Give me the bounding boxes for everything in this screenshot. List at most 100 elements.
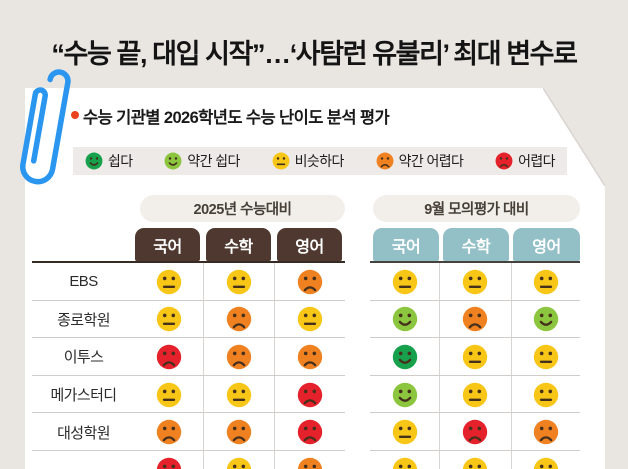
difficulty-cell — [274, 344, 345, 370]
difficulty-legend: 쉽다 약간 쉽다 비슷하다 약간 어렵다 어렵다 — [73, 147, 567, 175]
column-divider — [203, 263, 204, 469]
face-slightly_hard-icon — [533, 419, 558, 445]
legend-label: 약간 어렵다 — [398, 153, 464, 169]
face-hard-icon — [297, 382, 322, 407]
face-hard-icon — [462, 419, 488, 445]
column-divider — [439, 263, 440, 469]
difficulty-cell — [274, 457, 345, 469]
face-similar-icon — [392, 419, 417, 445]
face-slightly_easy-icon — [392, 307, 417, 332]
difficulty-cell — [439, 382, 511, 408]
institution-label: 대성학원 — [57, 424, 110, 442]
difficulty-cell — [203, 269, 274, 295]
face-slightly_easy-icon — [164, 152, 182, 170]
infographic-subtitle: 수능 기관별 2026학년도 수능 난이도 분석 평가 — [83, 109, 390, 127]
paperclip-icon — [20, 69, 71, 185]
difficulty-cell — [439, 269, 511, 295]
legend-label: 비슷하다 — [294, 153, 345, 169]
difficulty-cell — [370, 419, 439, 445]
table-row: 메가스터디 — [32, 376, 580, 414]
table-row — [32, 451, 580, 469]
face-slightly_hard-icon — [297, 457, 322, 469]
legend-item: 약간 쉽다 — [164, 151, 240, 171]
face-easy-icon — [85, 152, 103, 170]
legend-item: 쉽다 — [85, 151, 133, 171]
face-slightly_hard-icon — [297, 269, 322, 294]
face-hard-icon — [156, 344, 182, 370]
difficulty-cell — [511, 382, 580, 408]
face-similar-icon — [533, 269, 558, 294]
difficulty-cell — [274, 382, 345, 408]
face-similar-icon — [272, 152, 290, 170]
folded-corner — [543, 88, 605, 186]
institution-label: EBS — [69, 273, 98, 291]
difficulty-cell — [511, 306, 580, 332]
face-similar-icon — [533, 344, 558, 370]
face-similar-icon — [462, 269, 488, 294]
difficulty-cell — [439, 457, 511, 469]
face-hard-icon — [297, 419, 322, 445]
column-tab-english-vs2025: 영어 — [277, 228, 342, 261]
face-similar-icon — [156, 382, 182, 407]
legend-item: 약간 어렵다 — [376, 151, 464, 171]
difficulty-cell — [274, 269, 345, 295]
legend-label: 어렵다 — [518, 153, 555, 169]
face-slightly_hard-icon — [226, 307, 251, 332]
face-slightly_hard-icon — [226, 419, 251, 445]
difficulty-cell — [135, 306, 203, 332]
difficulty-cell — [511, 269, 580, 295]
difficulty-cell — [203, 457, 274, 469]
difficulty-cell — [203, 419, 274, 445]
bullet-icon — [71, 111, 79, 119]
legend-item: 비슷하다 — [272, 151, 344, 171]
difficulty-cell — [203, 306, 274, 332]
legend-label: 쉽다 — [108, 153, 133, 169]
face-similar-icon — [462, 344, 488, 370]
difficulty-cell — [370, 382, 439, 408]
face-similar-icon — [533, 457, 558, 469]
group-header-2025-csat: 2025년 수능대비 — [140, 195, 345, 222]
header-rule-right — [370, 260, 580, 263]
face-similar-icon — [462, 457, 488, 469]
paper-card: 수능 기관별 2026학년도 수능 난이도 분석 평가 쉽다 약간 쉽다 비슷하다 약… — [20, 69, 605, 469]
legend-label: 약간 쉽다 — [187, 153, 240, 169]
difficulty-cell — [135, 457, 203, 469]
difficulty-cell — [135, 382, 203, 408]
institution-label: 메가스터디 — [50, 387, 117, 405]
face-slightly_hard-icon — [156, 419, 182, 445]
difficulty-cell — [439, 419, 511, 445]
table-row: 종로학원 — [32, 301, 580, 339]
face-similar-icon — [533, 382, 558, 407]
difficulty-cell — [203, 344, 274, 370]
difficulty-cell — [370, 457, 439, 469]
face-hard-icon — [495, 152, 513, 170]
face-easy-icon — [392, 344, 417, 370]
difficulty-cell — [439, 344, 511, 370]
difficulty-cell — [274, 419, 345, 445]
group-header-sept-mock: 9월 모의평가 대비 — [373, 195, 580, 222]
difficulty-cell — [370, 306, 439, 332]
face-similar-icon — [226, 382, 251, 407]
column-tab-korean-vssept: 국어 — [373, 228, 439, 261]
institution-label: 종로학원 — [57, 311, 110, 329]
face-hard-icon — [156, 457, 182, 469]
face-similar-icon — [392, 269, 417, 294]
difficulty-cell — [511, 419, 580, 445]
institution-label: 이투스 — [63, 349, 104, 367]
table-row: EBS — [32, 263, 580, 301]
column-divider — [274, 263, 275, 469]
difficulty-cell — [511, 344, 580, 370]
face-similar-icon — [156, 307, 182, 332]
difficulty-cell — [370, 269, 439, 295]
column-tab-math-vssept: 수학 — [443, 228, 509, 261]
difficulty-cell — [370, 344, 439, 370]
face-similar-icon — [462, 382, 488, 407]
face-slightly_easy-icon — [533, 307, 558, 332]
difficulty-cell — [439, 306, 511, 332]
column-tab-english-vssept: 영어 — [513, 228, 580, 261]
table-row: 이투스 — [32, 338, 580, 376]
face-slightly_hard-icon — [376, 152, 394, 170]
column-divider — [511, 263, 512, 469]
face-slightly_hard-icon — [297, 344, 322, 370]
